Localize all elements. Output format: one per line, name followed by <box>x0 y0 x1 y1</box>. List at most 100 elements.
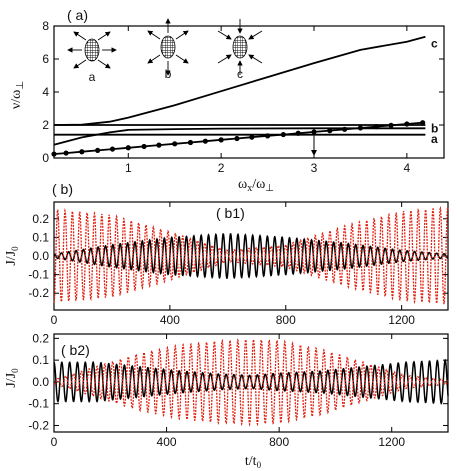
panel-a-data-point <box>420 120 426 126</box>
panel-a-data-point <box>373 124 379 130</box>
panel-a-label: ( a) <box>67 7 88 23</box>
panel-b1-y-axis-label: J/J0 <box>4 246 20 266</box>
panel-a-data-point <box>202 138 208 144</box>
panel-a-curve-labels: c ba <box>431 36 438 146</box>
panel-a-data-point <box>264 133 271 139</box>
panel-b1-y-tick-label: -0.2 <box>28 286 49 300</box>
panel-a-data-point <box>156 142 162 148</box>
panel-a-series-line-b <box>53 127 426 146</box>
panel-b2-y-tick-label: -0.1 <box>28 397 49 411</box>
panel-b2-x-tick-label: 1200 <box>378 435 405 449</box>
panel-b-label: ( b) <box>52 181 73 197</box>
panel-b1-ticks: 0 400 800 1200 0.2 0.1 0.0 -0.1 -0.2 <box>28 202 448 327</box>
panel-b1-y-tick-label: 0.2 <box>32 212 49 226</box>
panel-a-x-tick-label: 1 <box>125 161 132 175</box>
panel-b2-x-tick-label: 400 <box>157 435 177 449</box>
panel-b2-ticks: 0 400 800 1200 0.2 0.1 0.0 -0.1 -0.2 <box>28 331 448 449</box>
panel-a-insets: a b c <box>67 18 263 84</box>
inset-b: b <box>147 18 189 81</box>
inset-arrow <box>73 59 87 69</box>
panel-b1-label: ( b1) <box>216 205 245 221</box>
panel-a-data-point <box>218 137 224 143</box>
inset-arrow <box>175 54 189 64</box>
inset-arrow <box>248 30 263 40</box>
panel-b2-frame <box>53 333 449 433</box>
panel-a-marker-arrowhead <box>311 150 317 156</box>
panel-b2-x-tick-label: 800 <box>269 435 289 449</box>
inset-arrow <box>217 54 232 64</box>
panel-a-data-point <box>388 122 394 128</box>
panel-a-x-axis-label: ωx/ω⊥ <box>238 177 274 194</box>
inset-arrow <box>147 30 161 40</box>
panel-a-y-tick-label: 8 <box>42 19 49 33</box>
panel-a-data-point <box>109 146 116 152</box>
panel-a-data-point <box>172 141 178 147</box>
panel-a-x-tick-label: 2 <box>218 161 225 175</box>
panel-b2-x-tick-label: 0 <box>51 435 58 449</box>
panel-a-data-point <box>404 121 410 127</box>
panel-b1-series <box>53 205 449 306</box>
panel-a-data-point <box>51 151 57 157</box>
panel-b2-y-tick-label: 0.1 <box>32 353 49 367</box>
panel-a-data-point <box>125 145 131 151</box>
inset-arrow <box>97 59 111 69</box>
inset-arrow <box>73 31 87 41</box>
inset-arrow <box>97 31 111 41</box>
panel-b1-x-tick-label: 0 <box>51 313 58 327</box>
panel-b1-x-tick-label: 1200 <box>388 313 415 327</box>
panel-b2-x-axis-label: t/t0 <box>245 454 262 470</box>
panel-a-x-tick-label: 3 <box>311 161 318 175</box>
panel-a-data-point <box>79 149 85 155</box>
inset-ellipse-c <box>232 35 248 59</box>
inset-arrow <box>147 54 161 64</box>
panel-a-series-line-c <box>53 35 426 126</box>
inset-arrow <box>217 30 232 40</box>
panel-a-data-point <box>357 125 364 131</box>
panel-b1-y-tick-label: -0.1 <box>28 268 49 282</box>
inset-ellipse-b <box>160 35 176 59</box>
panel-a-data-point <box>234 135 240 142</box>
panel-b2-label: ( b2) <box>61 342 90 358</box>
panel-a-data-point <box>280 131 286 138</box>
panel-a-data-point <box>327 128 333 134</box>
panel-b1-x-tick-label: 800 <box>276 313 296 327</box>
panel-a-data-point <box>95 147 101 154</box>
inset-ellipse-a <box>84 38 100 62</box>
panel-a-y-tick-label: 0 <box>42 151 49 165</box>
inset-label-b: b <box>165 67 172 81</box>
panel-b2-series <box>53 337 449 427</box>
panel-b2-y-tick-label: 0.2 <box>32 331 49 345</box>
panel-a-data-point <box>249 134 255 140</box>
panel-a-curve-label-c: c <box>431 36 438 50</box>
panel-a-y-axis-label: ν/ω⊥ <box>9 81 26 109</box>
inset-c: c <box>217 19 263 81</box>
panel-b1-y-tick-label: 0.1 <box>32 230 49 244</box>
panel-b1-chart: 0 400 800 1200 0.2 0.1 0.0 -0.1 -0.2 ( b1) J/J0 <box>4 201 449 327</box>
panel-a-curve-label-a: a <box>431 132 438 146</box>
inset-arrow <box>248 54 263 64</box>
panel-b1-x-tick-label: 400 <box>160 313 180 327</box>
panel-b1-series-black <box>53 232 449 280</box>
inset-a: a <box>67 31 117 84</box>
panel-b2-y-tick-label: -0.2 <box>28 418 49 432</box>
inset-label-a: a <box>89 70 96 84</box>
panel-b1-series-red <box>53 205 449 306</box>
panel-a-series <box>51 35 426 157</box>
panel-a-data-point <box>141 143 147 150</box>
panel-b2-series-red <box>53 337 449 427</box>
panel-a-y-tick-label: 4 <box>42 85 49 99</box>
panel-a-data-point <box>295 130 301 136</box>
inset-arrow <box>175 30 189 40</box>
panel-a-y-tick-label: 6 <box>42 52 49 66</box>
inset-label-c: c <box>237 67 243 81</box>
panel-a-data-point <box>187 139 194 146</box>
panel-b2-y-tick-label: 0.0 <box>32 375 49 389</box>
panel-a-data-point <box>63 150 69 156</box>
panel-b1-y-tick-label: 0.0 <box>32 249 49 263</box>
panel-a-y-tick-label: 2 <box>42 118 49 132</box>
panel-b2-y-axis-label: J/J0 <box>4 368 20 388</box>
panel-a-curve-label-b: b <box>431 121 438 135</box>
